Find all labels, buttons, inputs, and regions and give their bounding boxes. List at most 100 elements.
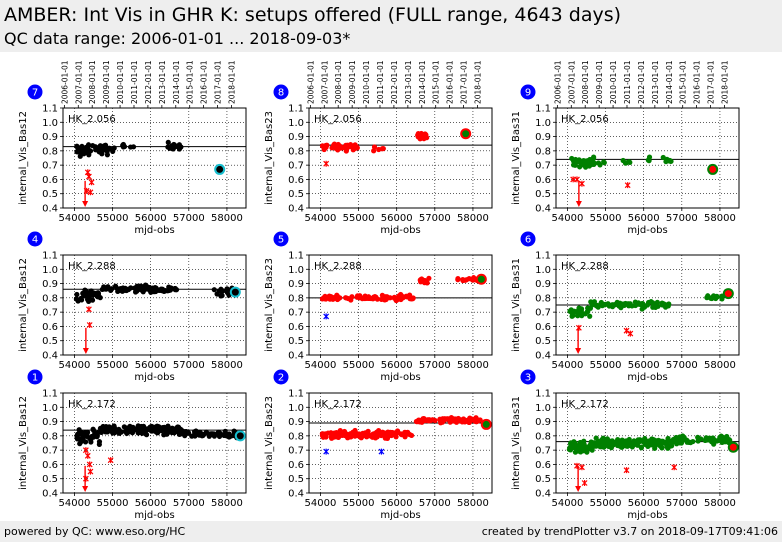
x-tick-label: 54000 <box>305 213 337 224</box>
outlier-marker <box>82 475 89 482</box>
x-axis-label: mjd-obs <box>134 510 174 521</box>
data-point <box>350 144 356 150</box>
data-point <box>180 430 186 436</box>
data-point <box>371 148 377 154</box>
data-point <box>128 428 134 434</box>
data-point <box>569 313 575 319</box>
y-tick-label: 0.4 <box>42 489 58 500</box>
page-title: AMBER: Int Vis in GHR K: setups offered … <box>4 4 622 26</box>
y-tick-label: 0.8 <box>535 293 551 304</box>
data-point <box>662 303 668 309</box>
data-point <box>591 443 597 449</box>
data-point <box>78 146 85 152</box>
plot-panel-1: 0.4 0.5 0.6 0.7 0.8 0.9 1.0 1.1 54000 55000 56000 5… <box>18 369 247 521</box>
last-point <box>482 420 490 428</box>
data-point <box>204 430 210 436</box>
date-tick-label: 2007-01-01 <box>320 60 329 104</box>
x-tick-label: 58000 <box>457 498 489 509</box>
setup-label: HK_2.172 <box>314 399 362 410</box>
data-point <box>650 439 656 446</box>
x-tick-label: 56000 <box>135 213 167 224</box>
panel-badge-number: 1 <box>32 373 38 384</box>
data-point <box>209 431 215 437</box>
date-tick-label: 2015-01-01 <box>186 60 195 104</box>
data-point <box>577 164 583 170</box>
panel-badge-number: 6 <box>525 235 531 246</box>
last-point <box>709 165 717 173</box>
data-point <box>645 157 651 163</box>
data-point <box>101 143 107 149</box>
data-point <box>632 299 638 305</box>
y-tick-label: 0.4 <box>288 489 304 500</box>
data-point <box>387 295 393 301</box>
data-point <box>87 148 94 154</box>
date-tick-label: 2017-01-01 <box>707 60 716 104</box>
outlier-marker <box>579 464 585 471</box>
y-axis-label: internal_Vis_Bas23 <box>264 111 275 205</box>
y-tick-label: 0.9 <box>535 132 551 143</box>
y-tick-label: 0.6 <box>42 175 58 186</box>
y-tick-label: 1.1 <box>535 251 551 262</box>
data-point <box>98 429 105 436</box>
plot-frame <box>62 254 247 356</box>
y-tick-label: 1.1 <box>288 251 304 262</box>
data-point <box>341 428 348 435</box>
y-tick-label: 0.6 <box>535 460 551 471</box>
date-tick-label: 2017-01-01 <box>214 60 223 104</box>
date-tick-label: 2014-01-01 <box>172 60 181 104</box>
x-tick-label: 54000 <box>552 213 584 224</box>
y-tick-label: 0.5 <box>42 189 58 200</box>
x-axis-label: mjd-obs <box>380 225 420 236</box>
data-point <box>165 139 171 145</box>
data-point <box>88 288 94 294</box>
data-point <box>421 416 427 422</box>
panel-badge-number: 3 <box>525 373 531 384</box>
date-tick-label: 2008-01-01 <box>88 60 97 104</box>
x-tick-label: 57000 <box>666 213 698 224</box>
data-point <box>415 131 421 137</box>
data-point <box>408 432 415 439</box>
data-point <box>441 416 447 423</box>
data-point <box>222 428 228 434</box>
x-tick-label: 54000 <box>59 360 91 371</box>
data-point <box>645 439 651 445</box>
date-tick-label: 2009-01-01 <box>348 60 357 104</box>
y-tick-label: 0.6 <box>288 322 304 333</box>
y-tick-label: 0.4 <box>535 351 551 362</box>
data-point <box>109 286 115 292</box>
panel-badge <box>520 231 536 247</box>
outlier-marker <box>86 322 93 328</box>
outlier-marker <box>581 480 588 486</box>
data-point <box>319 431 326 437</box>
data-point <box>148 428 155 434</box>
data-point <box>571 308 577 314</box>
plot-panel-7: 2006-01-01 2007-01-01 2008-01-01 2009-01-01… <box>18 60 247 236</box>
data-point <box>625 440 632 446</box>
data-point <box>130 144 137 150</box>
data-point <box>379 146 385 152</box>
data-point <box>652 304 659 310</box>
y-tick-label: 1.1 <box>42 104 58 115</box>
x-tick-label: 55000 <box>590 213 622 224</box>
data-point <box>650 300 656 306</box>
panel-badge <box>520 84 536 100</box>
date-tick-label: 2011-01-01 <box>130 60 139 104</box>
y-axis-label: internal_Vis_Bas12 <box>18 258 29 352</box>
setup-label: HK_2.056 <box>314 114 362 125</box>
date-tick-label: 2016-01-01 <box>200 60 209 104</box>
panel-badge-number: 8 <box>278 88 284 99</box>
y-tick-label: 1.0 <box>288 265 304 276</box>
outlier-marker <box>624 182 631 189</box>
data-point <box>329 433 335 439</box>
plot-panel-8: 2006-01-01 2007-01-01 2008-01-01 2009-01-01… <box>264 60 493 236</box>
panel-badge-number: 9 <box>525 88 531 99</box>
setup-label: HK_2.288 <box>68 261 116 272</box>
x-tick-label: 54000 <box>552 498 584 509</box>
date-tick-label: 2009-01-01 <box>595 60 604 104</box>
date-tick-label: 2018-01-01 <box>227 60 236 104</box>
x-tick-label: 56000 <box>381 360 413 371</box>
data-point <box>455 275 461 282</box>
data-point <box>82 292 88 298</box>
data-point <box>88 439 94 445</box>
date-tick-label: 2009-01-01 <box>102 60 111 104</box>
